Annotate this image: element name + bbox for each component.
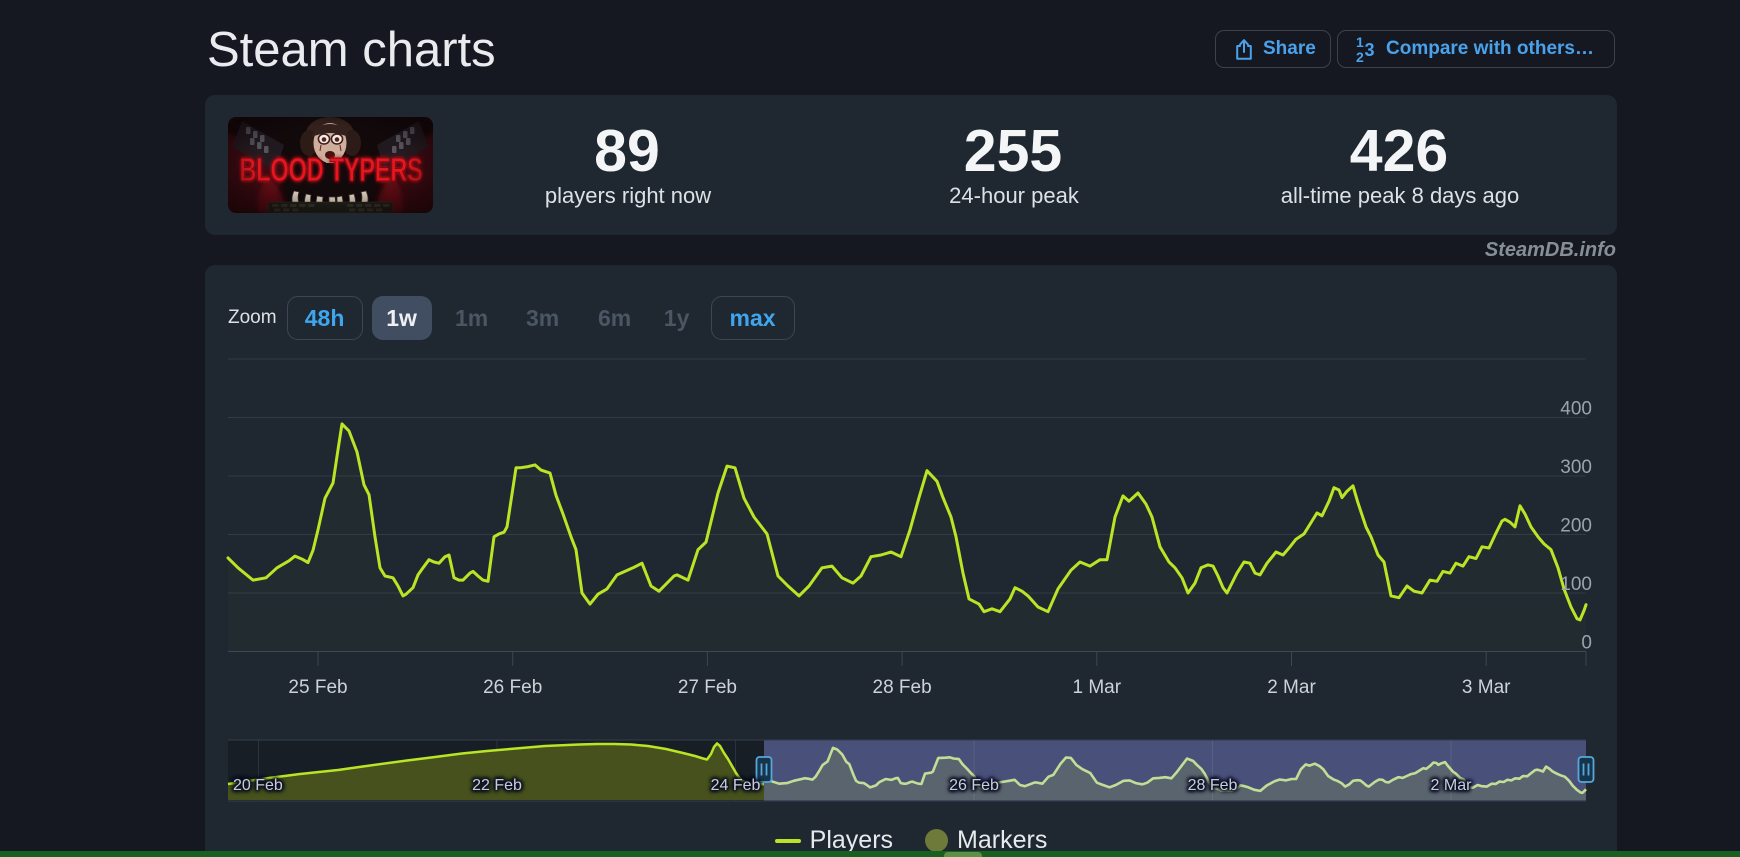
svg-text:3 Mar: 3 Mar <box>1462 677 1511 698</box>
svg-text:200: 200 <box>1560 516 1592 537</box>
svg-text:100: 100 <box>1560 574 1592 595</box>
svg-text:2: 2 <box>1356 49 1364 64</box>
svg-text:25 Feb: 25 Feb <box>288 677 347 698</box>
svg-text:2 Mar: 2 Mar <box>1267 677 1316 698</box>
svg-text:300: 300 <box>1560 457 1592 478</box>
svg-text:1 Mar: 1 Mar <box>1073 677 1122 698</box>
svg-text:400: 400 <box>1560 399 1592 420</box>
svg-text:1: 1 <box>1356 34 1364 50</box>
svg-text:3: 3 <box>1365 40 1375 60</box>
svg-text:27 Feb: 27 Feb <box>678 677 737 698</box>
svg-text:26 Feb: 26 Feb <box>483 677 542 698</box>
svg-text:28 Feb: 28 Feb <box>873 677 932 698</box>
svg-text:0: 0 <box>1581 633 1592 654</box>
